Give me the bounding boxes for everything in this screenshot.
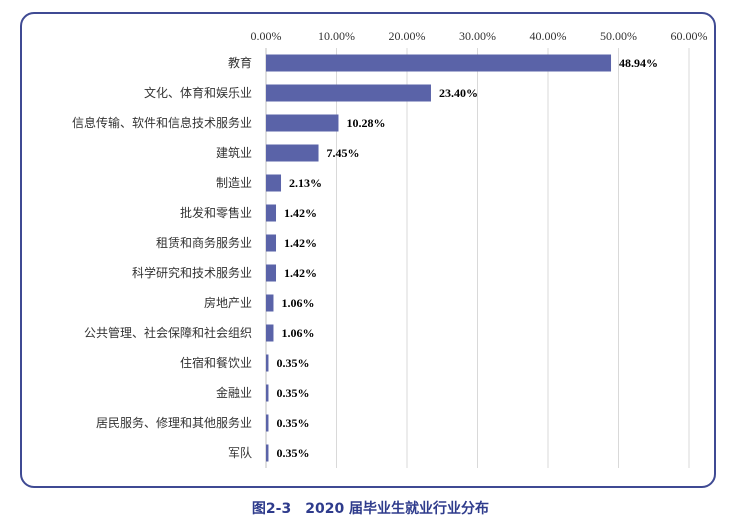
data-label: 23.40% [439, 86, 478, 100]
category-label: 文化、体育和娱乐业 [144, 85, 252, 100]
category-label: 建筑业 [216, 145, 252, 160]
data-label: 7.45% [327, 146, 360, 160]
data-label: 0.35% [276, 416, 309, 430]
bar [266, 174, 282, 192]
bar [266, 294, 274, 312]
bar [266, 264, 277, 282]
category-label: 科学研究和技术服务业 [132, 265, 252, 280]
data-label: 2.13% [289, 176, 322, 190]
category-label: 教育 [228, 55, 252, 70]
data-label: 0.35% [276, 446, 309, 460]
category-label: 房地产业 [204, 295, 252, 310]
category-label: 居民服务、修理和其他服务业 [96, 415, 252, 430]
category-label: 住宿和餐饮业 [180, 355, 252, 370]
bar [266, 414, 269, 432]
bar [266, 324, 274, 342]
data-label: 0.35% [276, 386, 309, 400]
data-label: 1.42% [284, 266, 317, 280]
bar [266, 54, 612, 72]
category-label: 金融业 [216, 385, 252, 400]
data-label: 1.42% [284, 236, 317, 250]
x-tick-label: 30.00% [459, 29, 496, 43]
x-tick-label: 10.00% [318, 29, 355, 43]
data-label: 1.06% [281, 326, 314, 340]
data-label: 1.42% [284, 206, 317, 220]
category-label: 公共管理、社会保障和社会组织 [84, 325, 252, 340]
data-label: 1.06% [281, 296, 314, 310]
category-label: 租赁和商务服务业 [156, 235, 252, 250]
x-tick-label: 50.00% [600, 29, 637, 43]
bar [266, 144, 319, 162]
x-tick-label: 0.00% [251, 29, 282, 43]
bar [266, 354, 269, 372]
bar [266, 234, 277, 252]
bar [266, 384, 269, 402]
category-label: 制造业 [216, 176, 252, 190]
bar [266, 84, 431, 102]
bar [266, 114, 339, 132]
category-label: 信息传输、软件和信息技术服务业 [72, 115, 252, 130]
industry-bar-chart: 0.00% 10.00% 20.00% 30.00% 40.00% 50.00% 60.00… [72, 29, 708, 468]
x-tick-label: 40.00% [530, 29, 567, 43]
x-tick-label: 20.00% [389, 29, 426, 43]
data-label: 10.28% [346, 116, 385, 130]
category-label: 军队 [228, 445, 252, 460]
category-label: 批发和零售业 [180, 205, 252, 220]
data-label: 0.35% [276, 356, 309, 370]
figure-caption: 图2-3 2020 届毕业生就业行业分布 [251, 501, 490, 517]
x-tick-label: 60.00% [671, 29, 708, 43]
bar [266, 204, 277, 222]
data-label: 48.94% [619, 56, 658, 70]
bar [266, 444, 269, 462]
chart-frame [20, 12, 716, 488]
